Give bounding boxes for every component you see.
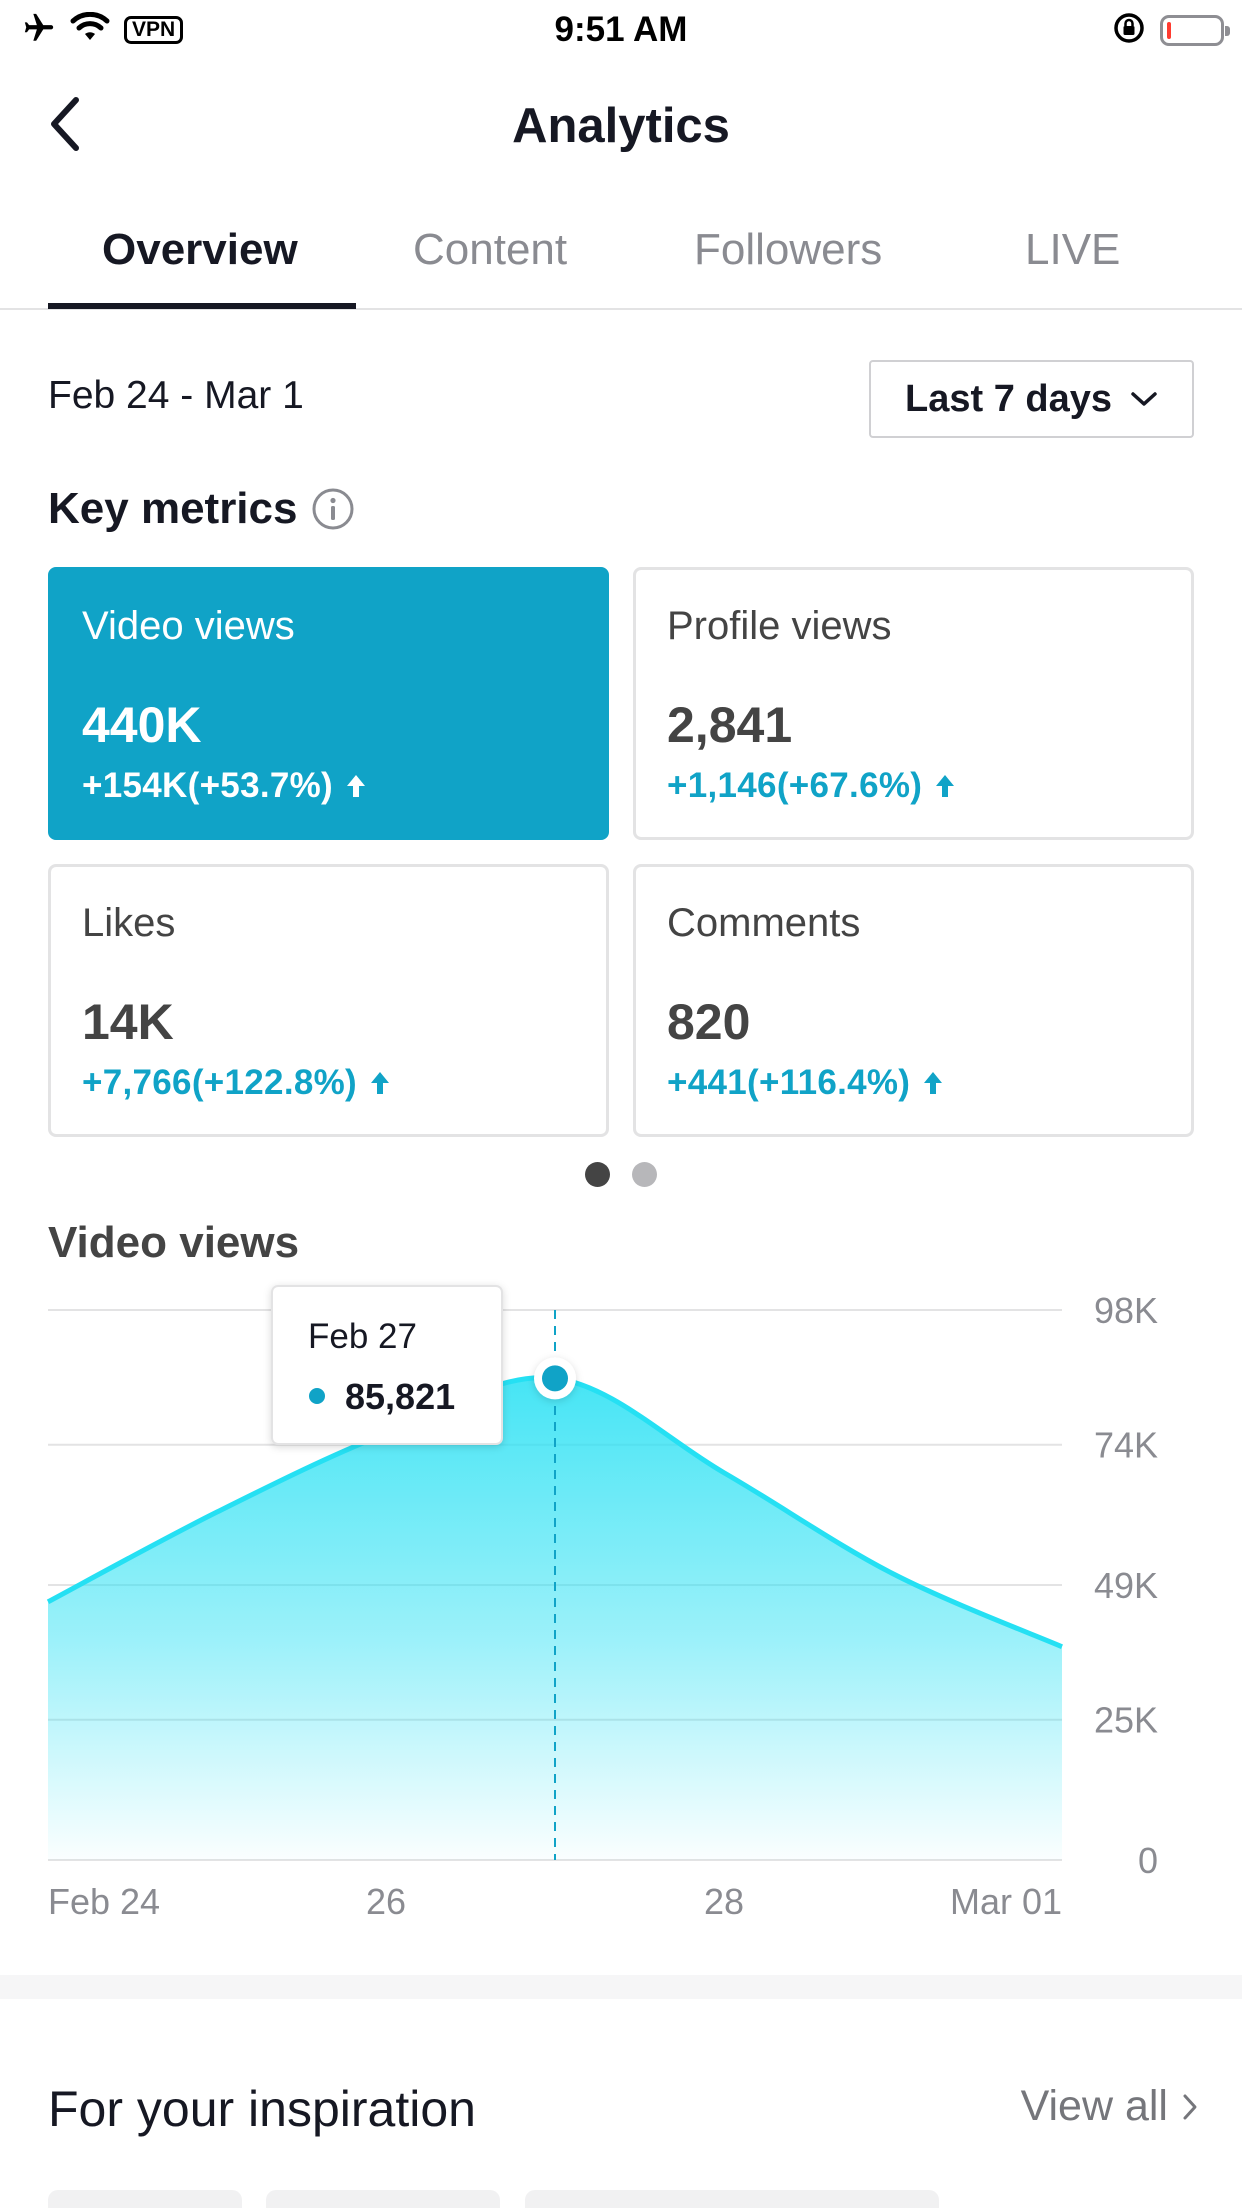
chevron-down-icon — [1131, 392, 1157, 406]
period-dropdown[interactable]: Last 7 days — [869, 360, 1194, 438]
status-right — [1112, 11, 1230, 50]
tooltip-box — [271, 1285, 503, 1445]
tooltip-series-dot — [309, 1388, 325, 1404]
section-divider — [0, 1975, 1242, 1999]
metric-label: Video views — [82, 604, 295, 648]
y-tick-label: 74K — [1094, 1425, 1158, 1466]
page-title: Analytics — [512, 99, 730, 153]
key-metrics-title: Key metrics — [48, 484, 298, 533]
inspiration-title: For your inspiration — [48, 2081, 476, 2137]
status-time: 9:51 AM — [554, 10, 688, 49]
battery-icon — [1160, 14, 1230, 46]
x-tick-label: 28 — [704, 1881, 744, 1922]
metric-label: Likes — [82, 901, 176, 945]
arrow-up-icon — [347, 775, 366, 797]
metric-value: 440K — [82, 697, 202, 753]
y-tick-label: 98K — [1094, 1290, 1158, 1331]
metric-change: +441(+116.4%) — [667, 1063, 944, 1103]
hover-point[interactable] — [542, 1365, 568, 1392]
data-point[interactable] — [879, 1560, 907, 1588]
status-left: VPN — [22, 11, 184, 50]
inspiration-thumbnail[interactable] — [48, 2190, 242, 2208]
metric-label: Profile views — [667, 604, 892, 648]
metric-change-text: +1,146(+67.6%) — [667, 766, 923, 805]
tab-live[interactable]: LIVE — [1025, 225, 1121, 274]
metric-card-video-views[interactable]: Video views 440K +154K(+53.7%) — [48, 567, 609, 840]
y-tick-label: 25K — [1094, 1700, 1158, 1741]
status-bar: VPN 9:51 AM — [0, 0, 1242, 62]
metrics-pager — [0, 1162, 1242, 1187]
tab-bar: Overview Content Followers LIVE — [0, 205, 1242, 310]
rotation-lock-icon — [1112, 11, 1146, 50]
data-point[interactable] — [1048, 1633, 1076, 1661]
metric-value: 14K — [82, 994, 174, 1050]
metric-change: +1,146(+67.6%) — [667, 766, 956, 806]
period-dropdown-value: Last 7 days — [905, 377, 1112, 420]
x-tick-label: Feb 24 — [48, 1881, 160, 1922]
metric-change: +7,766(+122.8%) — [82, 1063, 391, 1103]
date-range: Feb 24 - Mar 1 — [48, 374, 304, 417]
x-tick-label: Mar 01 — [950, 1881, 1062, 1922]
vpn-badge: VPN — [124, 16, 184, 44]
tab-followers[interactable]: Followers — [694, 225, 883, 274]
y-tick-label: 49K — [1094, 1565, 1158, 1606]
metric-change-text: +441(+116.4%) — [667, 1063, 911, 1102]
tab-overview[interactable]: Overview — [102, 225, 298, 274]
view-all-label: View all — [1020, 2082, 1168, 2130]
chart-title: Video views — [48, 1218, 300, 1267]
chevron-left-icon — [51, 97, 79, 151]
y-tick-label: 0 — [1138, 1840, 1158, 1881]
metric-label: Comments — [667, 901, 861, 945]
pager-dot-2[interactable] — [632, 1162, 657, 1187]
inspiration-thumbnail[interactable] — [525, 2190, 939, 2208]
metric-card-likes[interactable]: Likes 14K +7,766(+122.8%) — [48, 864, 609, 1137]
tab-content[interactable]: Content — [413, 225, 568, 274]
key-metrics-heading: Key metrics — [48, 484, 355, 534]
wifi-icon — [70, 11, 110, 49]
metric-card-profile-views[interactable]: Profile views 2,841 +1,146(+67.6%) — [633, 567, 1194, 840]
view-all-link[interactable]: View all — [1021, 2082, 1198, 2131]
battery-level — [1167, 21, 1172, 39]
arrow-up-icon — [370, 1072, 389, 1094]
tooltip-date: Feb 27 — [308, 1317, 417, 1356]
x-tick-label: 26 — [366, 1881, 406, 1922]
data-point[interactable] — [710, 1459, 738, 1487]
back-button[interactable] — [36, 94, 96, 154]
arrow-up-icon — [924, 1072, 943, 1094]
metric-value: 820 — [667, 994, 751, 1050]
data-point[interactable] — [34, 1588, 62, 1616]
metric-change-text: +154K(+53.7%) — [82, 766, 334, 805]
tooltip-value: 85,821 — [345, 1376, 455, 1417]
info-icon[interactable] — [311, 487, 355, 531]
metric-change-text: +7,766(+122.8%) — [82, 1063, 357, 1102]
pager-dot-1[interactable] — [585, 1162, 610, 1187]
metric-change: +154K(+53.7%) — [82, 766, 367, 806]
video-views-chart[interactable]: 0 25K 49K 74K 98K Feb 24 26 28 Mar 01 Feb 27 85,8… — [0, 1270, 1242, 1930]
chevron-right-icon — [1183, 2094, 1197, 2119]
arrow-up-icon — [936, 775, 955, 797]
inspiration-thumbnail[interactable] — [266, 2190, 500, 2208]
metric-card-comments[interactable]: Comments 820 +441(+116.4%) — [633, 864, 1194, 1137]
airplane-icon — [22, 11, 56, 50]
tab-indicator — [48, 303, 356, 309]
data-point[interactable] — [203, 1498, 231, 1526]
header: Analytics — [0, 80, 1242, 170]
metric-value: 2,841 — [667, 697, 793, 753]
